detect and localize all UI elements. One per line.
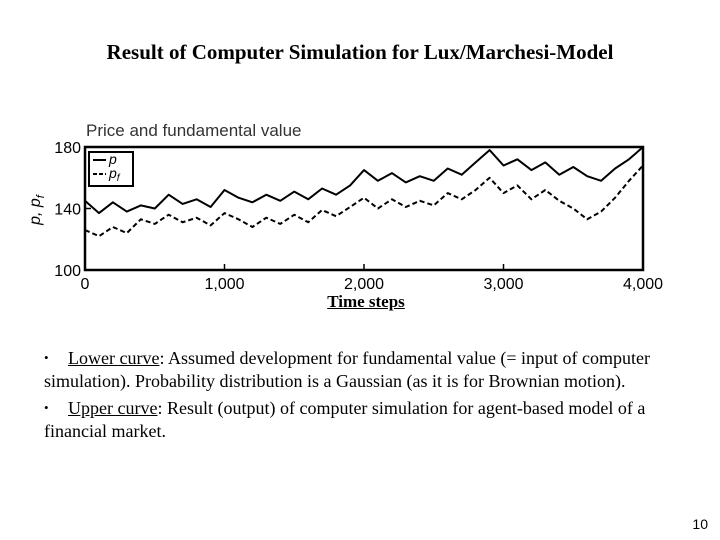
page-number: 10	[692, 516, 708, 532]
bullet-marker: •	[44, 350, 49, 365]
bullet-list: • Lower curve: Assumed development for fu…	[44, 346, 684, 446]
bullet-term: Lower curve	[68, 348, 160, 368]
plot-frame	[83, 145, 645, 272]
x-tick-label: 0	[81, 276, 90, 293]
price-chart: Price and fundamental value 100 140 180 0 1…	[22, 110, 672, 295]
slide-title: Result of Computer Simulation for Lux/Ma…	[106, 40, 614, 64]
chart-title: Price and fundamental value	[86, 121, 301, 140]
bullet-upper-curve: • Upper curve: Result (output) of compute…	[44, 396, 684, 443]
x-tick-label: 1,000	[204, 276, 244, 293]
x-tick-label: 3,000	[483, 276, 523, 293]
bullet-text: : Assumed development for fundamental va…	[44, 348, 650, 391]
legend-label: pf	[108, 165, 121, 184]
bullet-marker: •	[44, 400, 49, 415]
y-tick-label: 180	[54, 140, 81, 157]
series-line-p-f	[84, 164, 644, 238]
y-tick-label: 100	[54, 263, 81, 280]
x-tick-label: 2,000	[344, 276, 384, 293]
legend-label: p	[108, 151, 117, 167]
legend-box	[88, 151, 134, 187]
bullet-term: Upper curve	[68, 398, 158, 418]
y-tick-label: 140	[54, 202, 81, 219]
x-axis-label: Time steps	[327, 292, 405, 311]
x-tick-label: 4,000	[623, 276, 663, 293]
series-line-p	[84, 146, 644, 215]
bullet-text: : Result (output) of computer simulation…	[44, 398, 646, 441]
chart-svg: Price and fundamental value 100 140 180 0 1…	[27, 121, 663, 293]
y-axis-label: p, pf	[27, 194, 47, 226]
bullet-lower-curve: • Lower curve: Assumed development for fu…	[44, 346, 684, 393]
